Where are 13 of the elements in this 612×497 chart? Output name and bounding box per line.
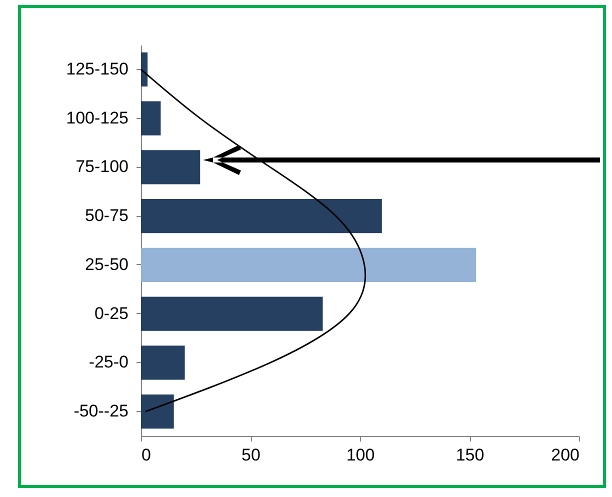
x-tick-label: 0 — [142, 446, 151, 464]
y-tick-label: 125-150 — [66, 59, 128, 78]
x-tick-label: 200 — [551, 446, 580, 464]
y-tick-label: 100-125 — [66, 108, 128, 128]
y-tick-label: -25-0 — [88, 352, 128, 372]
x-tick-label: 150 — [456, 446, 484, 464]
x-tick-label: 100 — [346, 446, 375, 464]
y-tick-label: -50--25 — [74, 402, 128, 421]
y-tick-label: 25-50 — [85, 254, 128, 274]
x-tick-label: 50 — [242, 446, 260, 464]
y-tick-label: 0-25 — [94, 304, 128, 323]
y-tick-label: 75-100 — [76, 157, 128, 176]
y-tick-label: 50-75 — [85, 206, 128, 226]
